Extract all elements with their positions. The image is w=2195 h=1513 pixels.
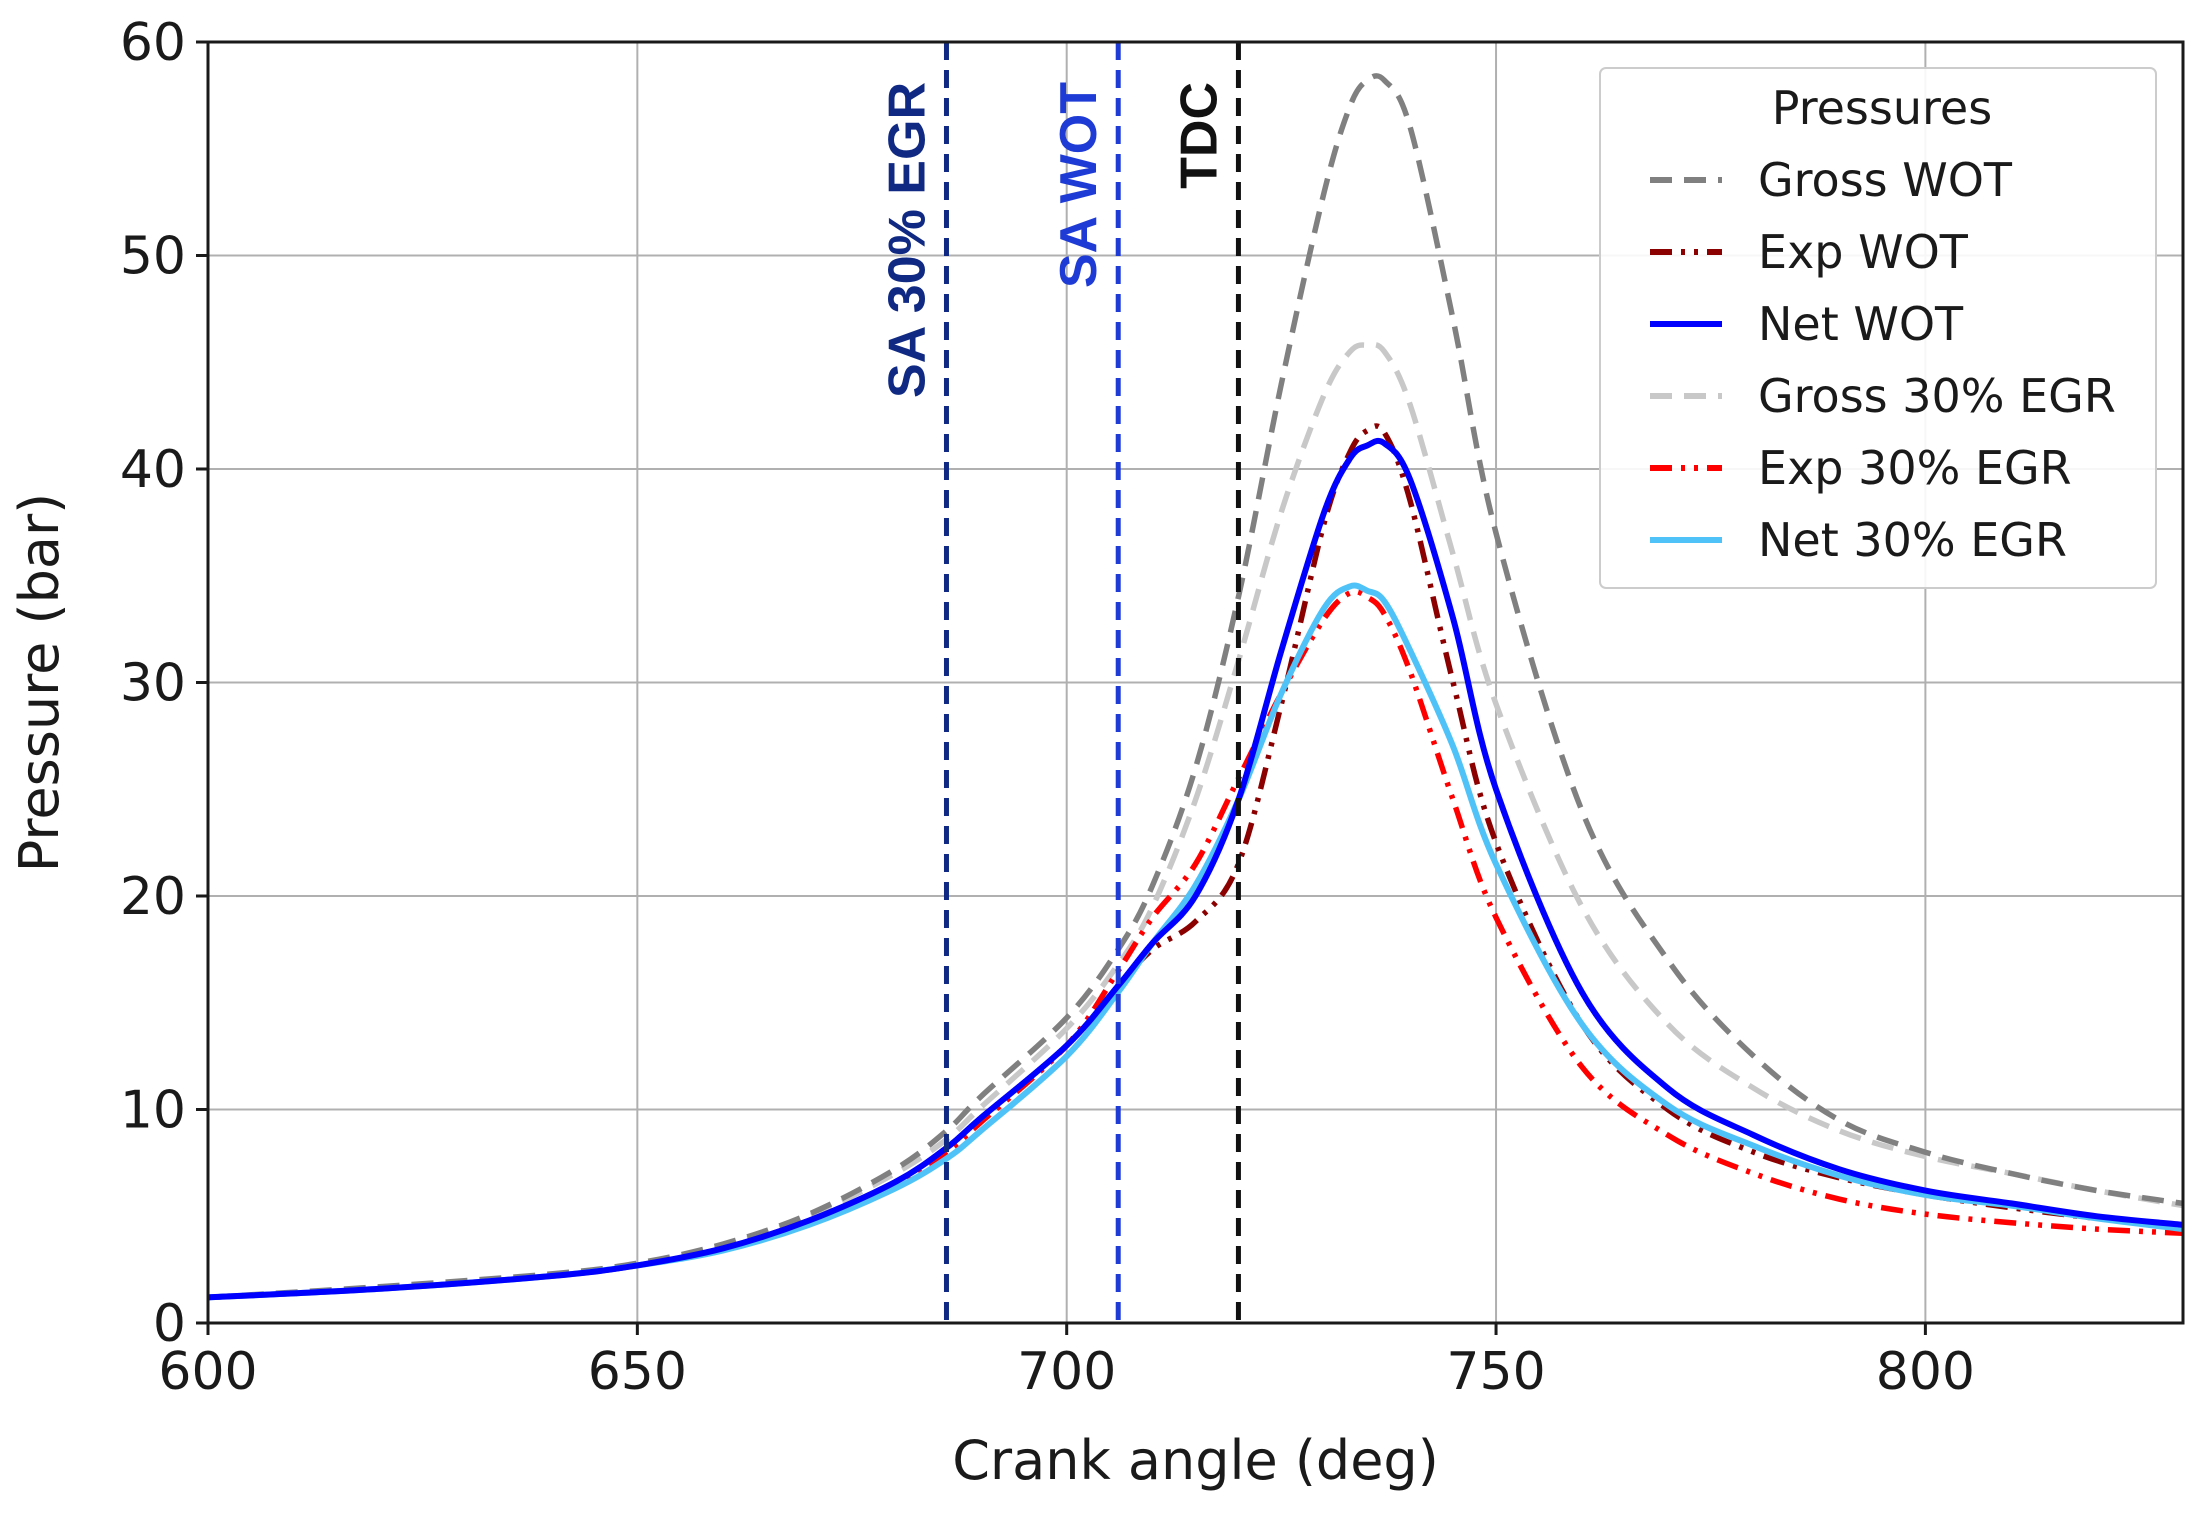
legend-entries: Gross WOT Exp WOT Net WOT Gross 30% EGR Exp … [1650,153,2116,567]
vline-label-sa-wot: SA WOT [1050,82,1108,288]
legend-box [1599,67,2157,589]
series-lines [207,73,2184,1301]
legend-entry-exp-wot: Exp WOT [1650,225,1969,279]
legend-entry-gross-30-egr: Gross 30% EGR [1650,369,2116,423]
series-line-net-wot [207,437,2184,1301]
y-axis-label: Pressure (bar) [8,493,71,872]
x-axis-label: Crank angle (deg) [952,1429,1439,1492]
legend: Pressures Gross WOT Exp WOT Net WOT Gross 3… [1599,67,2157,589]
y-tick-label-40: 40 [120,440,186,500]
vertical-markers: SA 30% EGR SA WOT TDC [878,42,1241,1323]
legend-entry-exp-30-egr: Exp 30% EGR [1650,441,2072,495]
legend-label-net-wot: Net WOT [1758,297,1964,351]
legend-entry-gross-wot: Gross WOT [1650,153,2013,207]
y-tick-label-20: 20 [120,867,186,927]
x-tick-label-800: 800 [1876,1342,1975,1402]
vline-label-tdc: TDC [1170,82,1228,189]
legend-label-gross-30-egr: Gross 30% EGR [1758,369,2116,423]
y-tick-label-30: 30 [120,654,186,714]
y-tick-label-0: 0 [153,1294,186,1354]
x-tick-label-750: 750 [1446,1342,1545,1402]
x-tick-label-700: 700 [1017,1342,1116,1402]
y-tick-label-60: 60 [120,13,186,73]
legend-entry-net-30-egr: Net 30% EGR [1650,513,2067,567]
axis-ticks: 600 650 700 750 800 0 10 20 30 40 50 60 [120,13,1975,1402]
legend-label-exp-30-egr: Exp 30% EGR [1758,441,2072,495]
legend-label-gross-wot: Gross WOT [1758,153,2013,207]
legend-label-net-30-egr: Net 30% EGR [1758,513,2067,567]
x-tick-label-650: 650 [588,1342,687,1402]
legend-entry-net-wot: Net WOT [1650,297,1964,351]
legend-title: Pressures [1772,81,1992,135]
y-tick-label-10: 10 [120,1081,186,1141]
series-line-gross-wot [207,73,2184,1301]
x-tick-label-600: 600 [158,1342,257,1402]
legend-label-exp-wot: Exp WOT [1758,225,1969,279]
series-line-exp-wot [207,423,2184,1301]
vline-label-sa-30-egr: SA 30% EGR [878,82,936,398]
y-tick-label-50: 50 [120,227,186,287]
